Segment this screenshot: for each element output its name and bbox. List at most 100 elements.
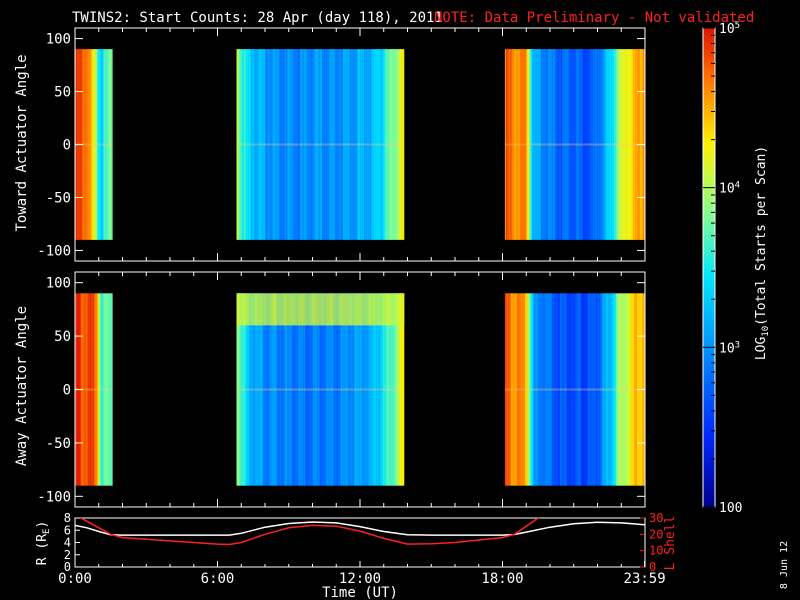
heatmap-column [312,49,315,240]
heatmap-column [339,293,341,486]
heatmap-band [386,293,389,326]
heatmap-column [509,49,512,240]
heatmap-band [254,293,257,326]
heatmap-column [308,49,311,240]
heatmap-column [82,49,85,240]
heatmap-column [374,293,376,486]
orbit-xtick-label: 0:00 [58,571,92,587]
heatmap-column [96,293,99,486]
heatmap-column [594,293,596,486]
heatmap-column [265,293,267,486]
heatmap-column [97,293,100,486]
heatmap-column [366,49,369,240]
heatmap-column [613,293,615,486]
colorbar-tick-label: 103 [719,340,740,356]
heatmap-column [506,293,509,486]
heatmap-band [327,293,330,326]
heatmap-column [314,49,316,240]
heatmap-column [252,293,255,486]
heatmap-column [260,49,262,240]
heatmap-column [308,293,311,486]
heatmap-column [349,49,352,240]
heatmap-column [368,49,371,240]
heatmap-column [525,49,528,240]
heatmap-column [258,49,260,240]
heatmap-band [266,293,269,326]
heatmap-column [346,49,349,240]
heatmap-column [251,293,254,486]
heatmap-column [244,293,246,486]
heatmap-column [246,49,249,240]
heatmap-band [329,293,332,326]
heatmap-column [274,49,277,240]
heatmap-column [619,293,622,486]
heatmap-band [257,293,259,326]
heatmap-column [264,49,266,240]
heatmap-column [91,49,93,240]
heatmap-column [85,49,87,240]
heatmap-column [527,293,530,486]
heatmap-column [267,49,270,240]
heatmap-band [245,293,247,326]
heatmap-band [288,293,291,326]
heatmap-column [588,293,591,486]
heatmap-column [507,293,510,486]
heatmap-column [95,49,98,240]
heatmap-column [288,49,291,240]
heatmap-column [559,49,561,240]
heatmap-band [362,293,365,326]
heatmap-column [304,293,307,486]
ytick-label: 0 [63,383,71,399]
heatmap-column [346,293,349,486]
heatmap-column [602,293,605,486]
heatmap-column [399,49,402,240]
heatmap-band [394,293,396,326]
heatmap-band [297,293,299,326]
heatmap-column [243,293,245,486]
heatmap-column [325,293,328,486]
heatmap-band [370,293,372,326]
heatmap-column [109,293,111,486]
heatmap-column [96,49,99,240]
heatmap-column [296,293,298,486]
heatmap-column [352,49,354,240]
heatmap-band [280,293,282,326]
heatmap-band [249,293,252,326]
toward-actuator-panel: 100 50 0 -50 -100 [37,27,646,262]
heatmap-band [313,293,315,326]
heatmap-column [358,293,360,486]
heatmap-column [585,49,588,240]
heatmap-column [328,293,331,486]
heatmap-column [324,293,327,486]
heatmap-column [271,293,274,486]
heatmap-column [595,49,597,240]
heatmap-column [303,293,305,486]
heatmap-column [362,293,365,486]
heatmap-column [544,49,547,240]
heatmap-column [293,49,296,240]
heatmap-band [298,293,300,326]
heatmap-column [261,49,263,240]
heatmap-band [310,293,313,326]
heatmap-column [271,49,274,240]
heatmap-column [262,49,264,240]
heatmap-column [596,49,598,240]
heatmap-column [379,49,381,240]
heatmap-column [335,293,337,486]
heatmap-column [571,49,573,240]
heatmap-band [336,293,338,326]
heatmap-column [89,49,91,240]
heatmap-column [310,49,313,240]
heatmap-band [286,293,289,326]
heatmap-column [354,293,356,486]
heatmap-column [88,293,90,486]
heatmap-column [543,49,546,240]
heatmap-column [383,49,386,240]
heatmap-column [611,49,613,240]
heatmap-band [343,293,346,326]
heatmap-column [363,49,366,240]
heatmap-column [531,293,534,486]
heatmap-band [344,293,347,326]
heatmap-column [632,293,634,486]
heatmap-column [339,49,341,240]
